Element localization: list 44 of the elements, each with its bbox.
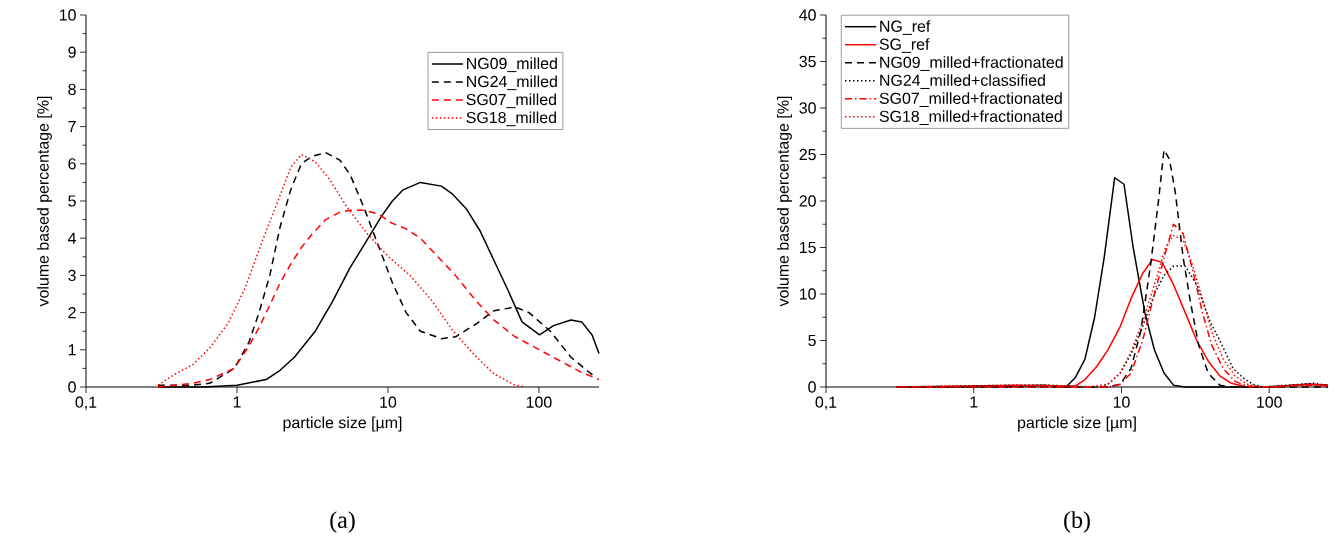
y-tick-label: 10 bbox=[799, 288, 816, 300]
x-tick-label: 1 bbox=[970, 396, 978, 408]
legend-label: SG18_milled+fractionated bbox=[879, 110, 1062, 126]
y-tick-label: 30 bbox=[799, 102, 816, 114]
y-tick-label: 0 bbox=[808, 381, 816, 393]
y-tick-label: 4 bbox=[67, 232, 77, 244]
x-tick-label: 100 bbox=[526, 396, 552, 408]
legend-label: SG18_milled bbox=[466, 111, 556, 127]
x-tick-label: 0,1 bbox=[75, 396, 97, 410]
legend-label: NG24_milled bbox=[467, 75, 557, 91]
legend-label: NG24_milled+classified bbox=[880, 74, 1045, 89]
y-tick-label: 40 bbox=[799, 9, 816, 21]
x-axis-title: particle size [µm] bbox=[283, 416, 402, 432]
y-tick-label: 7 bbox=[68, 121, 76, 133]
y-tick-label: 2 bbox=[68, 307, 76, 319]
y-tick-label: 10 bbox=[59, 9, 76, 21]
y-tick-label: 0 bbox=[68, 381, 76, 393]
y-tick-label: 20 bbox=[799, 195, 816, 207]
text: (a) bbox=[330, 511, 355, 533]
y-tick-label: 5 bbox=[808, 334, 816, 347]
y-axis-title: volume based percentage [%] bbox=[777, 96, 792, 307]
y-tick-label: 25 bbox=[799, 148, 816, 161]
y-axis-title: volume based percentage [%] bbox=[37, 96, 52, 307]
x-tick-label: 10 bbox=[380, 396, 397, 408]
y-tick-label: 35 bbox=[799, 55, 816, 68]
legend-label: NG09_milled bbox=[467, 57, 557, 73]
y-tick-label: 8 bbox=[68, 83, 76, 96]
legend-label: SG07_milled bbox=[466, 93, 556, 109]
y-tick-label: 15 bbox=[799, 241, 816, 254]
y-tick-label: 1 bbox=[68, 344, 76, 356]
legend-label: SG07_milled+fractionated bbox=[879, 92, 1062, 107]
text: (b) bbox=[1064, 511, 1090, 533]
x-tick-label: 10 bbox=[1113, 396, 1130, 408]
x-tick-label: 100 bbox=[1257, 396, 1282, 408]
x-tick-label: 0,1 bbox=[815, 396, 837, 410]
legend-label: NG_ref bbox=[880, 20, 931, 35]
y-tick-label: 3 bbox=[68, 269, 76, 282]
legend-label: SG_ref bbox=[879, 38, 930, 53]
x-axis-title: particle size [µm] bbox=[1018, 416, 1136, 432]
legend-label: NG09_milled+fractionated bbox=[880, 56, 1063, 71]
x-tick-label: 1 bbox=[233, 396, 241, 408]
y-tick-label: 5 bbox=[68, 195, 76, 207]
y-tick-label: 6 bbox=[68, 158, 76, 170]
y-tick-label: 9 bbox=[68, 46, 76, 58]
